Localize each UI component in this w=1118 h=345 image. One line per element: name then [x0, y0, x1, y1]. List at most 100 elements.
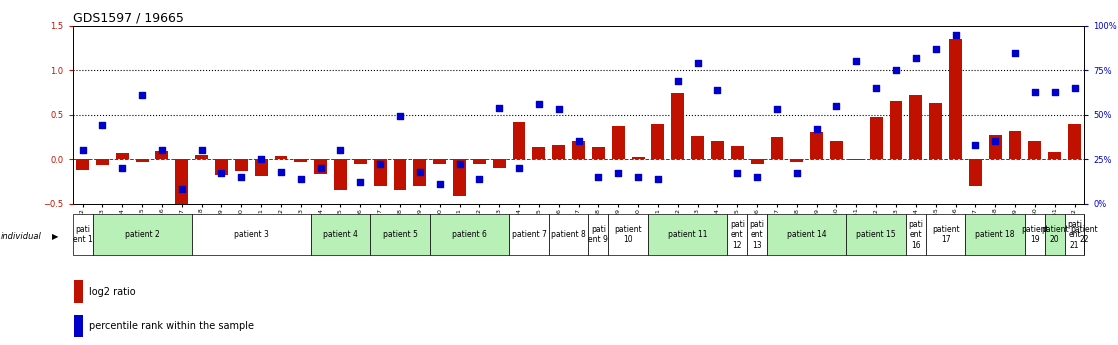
Point — [371, 162, 389, 167]
Text: ▶: ▶ — [51, 232, 58, 241]
Text: patient 5: patient 5 — [382, 230, 417, 239]
Point — [887, 68, 904, 73]
FancyBboxPatch shape — [311, 214, 370, 255]
FancyBboxPatch shape — [767, 214, 846, 255]
Bar — [512, 122, 525, 159]
Bar — [750, 159, 764, 165]
FancyBboxPatch shape — [429, 214, 509, 255]
Point — [709, 87, 727, 92]
Point — [212, 170, 230, 176]
Point — [1026, 89, 1044, 95]
Point — [253, 156, 271, 162]
Bar — [850, 159, 863, 160]
Point — [74, 148, 92, 153]
Point — [1006, 50, 1024, 55]
Bar — [294, 159, 307, 162]
Point — [391, 114, 409, 119]
Bar — [473, 159, 486, 165]
Point — [430, 181, 448, 187]
Point — [669, 78, 686, 84]
Point — [907, 55, 925, 61]
FancyBboxPatch shape — [846, 214, 906, 255]
Bar — [414, 159, 426, 186]
Point — [947, 32, 965, 38]
Bar — [373, 159, 387, 186]
Bar — [770, 137, 784, 159]
Point — [788, 170, 806, 176]
Bar — [76, 159, 89, 170]
Text: patient 18: patient 18 — [975, 230, 1015, 239]
Bar — [493, 159, 505, 168]
Point — [728, 170, 746, 176]
Bar — [453, 159, 466, 196]
FancyBboxPatch shape — [1045, 214, 1064, 255]
Text: patient
10: patient 10 — [615, 225, 642, 244]
Bar — [929, 103, 942, 159]
Text: patient 11: patient 11 — [667, 230, 708, 239]
FancyBboxPatch shape — [549, 214, 588, 255]
FancyBboxPatch shape — [966, 214, 1025, 255]
Text: patient 2: patient 2 — [125, 230, 160, 239]
Text: individual: individual — [1, 232, 42, 241]
Bar — [969, 159, 982, 186]
Point — [113, 165, 131, 171]
Point — [332, 148, 350, 153]
Bar — [255, 159, 267, 176]
FancyBboxPatch shape — [588, 214, 608, 255]
Point — [986, 139, 1004, 144]
Bar — [215, 159, 228, 175]
Point — [94, 122, 112, 128]
Point — [510, 165, 528, 171]
Bar — [811, 132, 823, 159]
Bar — [870, 117, 882, 159]
Point — [530, 101, 548, 107]
Bar — [790, 159, 803, 162]
Bar — [652, 124, 664, 159]
Text: patient
20: patient 20 — [1041, 225, 1069, 244]
Bar — [890, 101, 902, 159]
Bar — [314, 159, 328, 174]
FancyBboxPatch shape — [191, 214, 311, 255]
Point — [609, 170, 627, 176]
Text: pati
ent
21: pati ent 21 — [1067, 220, 1082, 249]
Bar — [988, 135, 1002, 159]
Bar — [116, 153, 129, 159]
Bar — [334, 159, 347, 190]
Point — [589, 174, 607, 180]
Point — [570, 139, 588, 144]
Bar — [731, 146, 743, 159]
FancyBboxPatch shape — [509, 214, 549, 255]
Bar — [552, 145, 566, 159]
Point — [768, 107, 786, 112]
Bar — [1068, 124, 1081, 159]
Bar — [591, 147, 605, 159]
FancyBboxPatch shape — [1025, 214, 1045, 255]
Bar — [1008, 131, 1022, 159]
Bar — [671, 92, 684, 159]
FancyBboxPatch shape — [926, 214, 966, 255]
Bar — [354, 159, 367, 165]
Point — [927, 46, 945, 52]
Point — [1065, 85, 1083, 91]
Text: pati
ent
12: pati ent 12 — [730, 220, 745, 249]
Text: patient 3: patient 3 — [234, 230, 268, 239]
Bar — [176, 159, 188, 205]
FancyBboxPatch shape — [608, 214, 648, 255]
Bar — [572, 141, 585, 159]
Point — [312, 165, 330, 171]
Point — [173, 187, 191, 192]
Text: patient 6: patient 6 — [452, 230, 486, 239]
Point — [351, 179, 369, 185]
Point — [847, 59, 865, 64]
Bar — [711, 141, 723, 159]
Bar — [612, 126, 625, 159]
Bar — [74, 280, 83, 303]
Text: pati
ent
16: pati ent 16 — [908, 220, 923, 249]
Point — [133, 92, 151, 98]
Text: patient 14: patient 14 — [787, 230, 826, 239]
Point — [292, 176, 310, 181]
Point — [648, 176, 666, 181]
Text: patient 15: patient 15 — [856, 230, 896, 239]
Bar — [235, 159, 248, 171]
Point — [966, 142, 984, 148]
